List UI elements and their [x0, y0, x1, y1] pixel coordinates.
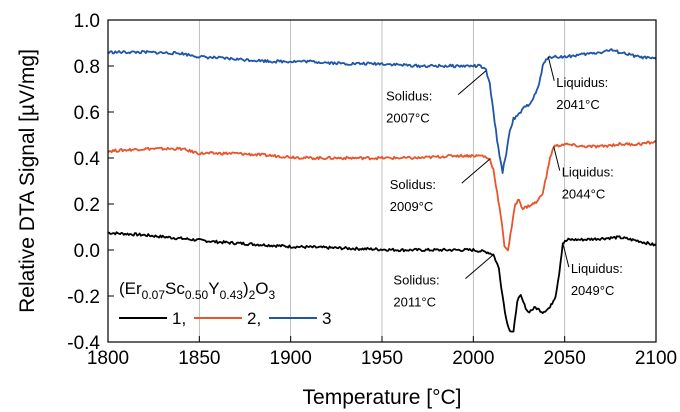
x-tick-label: 1800 [87, 348, 129, 369]
legend-label-1: 1, [172, 309, 186, 328]
annotation-label: Solidus: [386, 89, 432, 104]
y-tick-label: -0.4 [67, 333, 100, 354]
annotation-label: Liquidus: [556, 75, 608, 90]
annotation-label: Liquidus: [562, 165, 614, 180]
y-tick-label: 1.0 [74, 11, 100, 32]
annotation-value: 2041°C [556, 97, 600, 112]
annotation-leader [553, 146, 561, 171]
series-line-3 [107, 48, 657, 174]
y-tick-label: 0.6 [74, 103, 100, 124]
legend-label-3: 3 [322, 309, 331, 328]
annotation-value: 2049°C [571, 283, 615, 298]
legend-label-2: 2, [247, 309, 261, 328]
annotation-leader [461, 158, 491, 184]
x-tick-label: 2050 [544, 348, 586, 369]
annotation-value: 2011°C [393, 295, 436, 310]
annotation-value: 2009°C [390, 199, 434, 214]
axis-ticks [107, 19, 657, 343]
annotation-leader [465, 254, 494, 279]
y-tick-label: 0.8 [74, 57, 100, 78]
legend: (Er0.07Sc0.50Y0.43)2O3 1, 2, 3 [119, 279, 331, 328]
annotation-value: 2007°C [386, 111, 430, 126]
x-tick-label: 2100 [635, 348, 677, 369]
y-tick-label: 0.2 [74, 195, 100, 216]
annotations: Solidus: 2007°C Liquidus: 2041°C Solidus: 200… [386, 56, 623, 310]
plot-lines [107, 48, 657, 333]
series-line-1 [107, 231, 657, 333]
legend-composition: (Er0.07Sc0.50Y0.43)2O3 [119, 279, 276, 302]
x-axis-title: Temperature [°C] [303, 386, 462, 409]
annotation-leader [457, 70, 487, 95]
y-axis-title: Relative DTA Signal [µV/mg] [16, 49, 39, 313]
annotation-label: Liquidus: [571, 261, 623, 276]
tick-labels: 1800 1850 1900 1950 2000 2050 2100 -0.4 -0.2 0.0 0… [67, 11, 677, 369]
annotation-label: Solidus: [393, 273, 439, 288]
series-line-2 [107, 140, 657, 252]
x-tick-label: 1900 [270, 348, 312, 369]
annotation-label: Solidus: [390, 177, 436, 192]
grid [198, 20, 566, 342]
annotation-leader [562, 242, 570, 268]
annotation-value: 2044°C [562, 187, 606, 202]
x-tick-label: 1950 [361, 348, 403, 369]
y-tick-label: -0.2 [67, 287, 100, 308]
x-tick-label: 2000 [452, 348, 494, 369]
y-tick-label: 0.0 [74, 241, 100, 262]
annotation-leader [547, 56, 555, 81]
x-tick-label: 1850 [178, 348, 220, 369]
y-tick-label: 0.4 [74, 149, 101, 170]
